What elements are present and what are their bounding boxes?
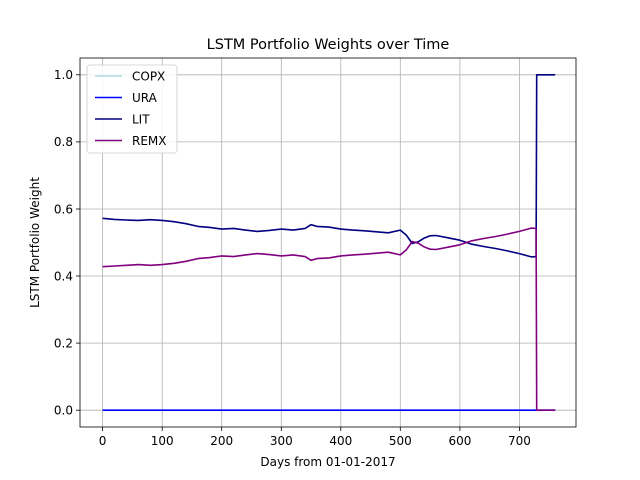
y-tick-label: 0.6 xyxy=(54,202,73,216)
x-tick-label: 700 xyxy=(508,434,531,448)
grid xyxy=(80,58,576,427)
x-tick-label: 300 xyxy=(270,434,293,448)
x-tick-label: 200 xyxy=(210,434,233,448)
x-tick-label: 0 xyxy=(99,434,107,448)
series-line-remx xyxy=(102,227,556,412)
legend-label: REMX xyxy=(132,134,167,148)
y-tick-label: 0.2 xyxy=(54,336,73,350)
x-axis-label: Days from 01-01-2017 xyxy=(260,455,395,469)
y-tick-label: 0.0 xyxy=(54,404,73,418)
y-axis: 0.0 0.2 0.4 0.6 0.8 1.0 xyxy=(54,68,80,418)
legend-label: COPX xyxy=(132,69,165,83)
legend-box xyxy=(86,64,178,154)
y-axis-label: LSTM Portfolio Weight xyxy=(28,177,42,308)
x-tick-label: 600 xyxy=(448,434,471,448)
y-tick-label: 1.0 xyxy=(54,68,73,82)
x-tick-label: 500 xyxy=(389,434,412,448)
x-axis: 0 100 200 300 400 500 600 700 xyxy=(99,427,531,448)
series-lines xyxy=(102,74,556,412)
legend-label: LIT xyxy=(132,112,150,126)
x-tick-label: 400 xyxy=(329,434,352,448)
y-tick-label: 0.8 xyxy=(54,135,73,149)
legend: COPX URA LIT REMX xyxy=(86,64,178,154)
series-line-lit xyxy=(102,74,556,258)
chart-title: LSTM Portfolio Weights over Time xyxy=(207,37,450,53)
legend-label: URA xyxy=(132,91,158,105)
plot-frame xyxy=(79,57,577,428)
y-tick-label: 0.4 xyxy=(54,269,73,283)
x-tick-label: 100 xyxy=(151,434,174,448)
